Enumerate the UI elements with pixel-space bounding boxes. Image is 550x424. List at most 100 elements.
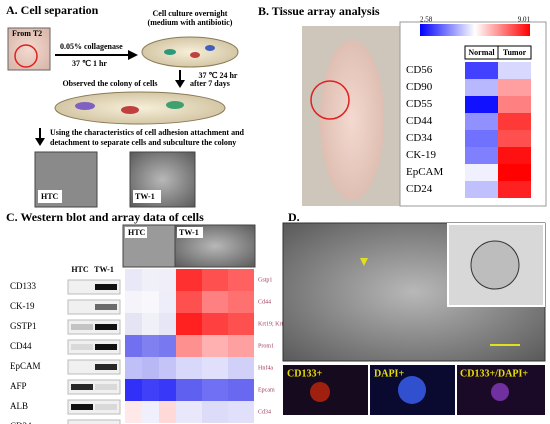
array-cell xyxy=(142,379,159,401)
array-cell xyxy=(202,401,228,423)
cell xyxy=(205,45,215,51)
array-cell xyxy=(176,401,202,423)
blot-band xyxy=(95,384,117,390)
array-cell xyxy=(202,313,228,335)
array-cell xyxy=(159,269,176,291)
column-header-box xyxy=(497,45,532,60)
source-label: From T2 xyxy=(12,29,42,38)
array-label: Cd34 xyxy=(258,409,271,415)
array-cell xyxy=(159,335,176,357)
blot-strip xyxy=(67,279,121,295)
step3-line2: detachment to separate cells and subcult… xyxy=(50,138,236,147)
heatmap-cell xyxy=(498,62,531,79)
photo-label: HTC xyxy=(41,192,59,201)
column-header: Normal xyxy=(468,48,495,57)
colony xyxy=(121,106,139,114)
array-cell xyxy=(159,291,176,313)
heatmap-cell xyxy=(465,181,498,198)
array-cell xyxy=(228,291,254,313)
stain-label: CD133+/DAPI+ xyxy=(460,368,528,379)
color-bar xyxy=(420,24,530,36)
array-cell xyxy=(228,269,254,291)
blot-band xyxy=(71,384,93,390)
array-cell xyxy=(142,291,159,313)
label-box xyxy=(125,227,147,238)
step1-bottom: 37 ℃ 1 hr xyxy=(72,59,107,68)
row-label: CD55 xyxy=(406,98,433,110)
array-cell xyxy=(202,269,228,291)
blot-band xyxy=(95,404,117,410)
arrow-head xyxy=(35,138,45,146)
array-cell xyxy=(159,379,176,401)
stain-label: DAPI+ xyxy=(374,368,404,379)
blot-label: CD44 xyxy=(10,341,32,351)
array-cell xyxy=(142,401,159,423)
array-cell xyxy=(125,379,142,401)
heatmap-cell xyxy=(498,79,531,96)
stain xyxy=(398,376,426,404)
row-label: CD24 xyxy=(406,183,433,195)
array-cell xyxy=(176,379,202,401)
blot-strip xyxy=(67,299,121,315)
mouse-photo xyxy=(7,27,51,71)
blot-band xyxy=(71,344,93,350)
tumor-circle xyxy=(14,44,38,68)
column-header: Tumor xyxy=(503,48,527,57)
scale-min: 2.58 xyxy=(420,16,433,24)
array-label: Krt19; Krt19 xyxy=(258,321,289,327)
blot-label: ALB xyxy=(10,401,28,411)
petri-dish xyxy=(141,36,239,68)
array-cell xyxy=(228,379,254,401)
stain-label: CD133+ xyxy=(287,368,322,379)
blot-band xyxy=(95,284,117,290)
dish1-top: Cell culture overnight xyxy=(153,9,228,18)
blot-label: EpCAM xyxy=(10,361,41,371)
blot-strip xyxy=(67,379,121,395)
array-cell xyxy=(176,269,202,291)
photo-label: TW-1 xyxy=(135,192,155,201)
scale-max: 9.01 xyxy=(518,16,531,24)
array-cell xyxy=(202,379,228,401)
array-cell xyxy=(228,313,254,335)
heatmap-cell xyxy=(465,147,498,164)
array-cell xyxy=(176,291,202,313)
heatmap-cell xyxy=(465,62,498,79)
heatmap-cell xyxy=(498,164,531,181)
array-header: TW-1 xyxy=(179,228,199,237)
row-label: CD34 xyxy=(406,132,433,144)
arrow-head xyxy=(128,50,138,60)
blot-label: CK-19 xyxy=(10,301,35,311)
blot-label: AFP xyxy=(10,381,27,391)
cell xyxy=(164,49,176,55)
array-cell xyxy=(125,313,142,335)
heatmap-cell xyxy=(465,113,498,130)
array-cell xyxy=(228,335,254,357)
array-label: Epcam xyxy=(258,387,275,393)
blot-band xyxy=(95,364,117,370)
array-cell xyxy=(125,335,142,357)
row-label: EpCAM xyxy=(406,166,444,178)
panel-d-title: D. xyxy=(288,210,300,224)
row-label: CD90 xyxy=(406,81,433,93)
blot-strip xyxy=(67,319,121,335)
array-header: HTC xyxy=(128,228,146,237)
panel-c-title: C. Western blot and array data of cells xyxy=(6,210,204,224)
label-box xyxy=(133,190,161,203)
array-cell xyxy=(125,269,142,291)
tumor-circle xyxy=(310,80,350,120)
heatmap-cell xyxy=(465,130,498,147)
heatmap-cell xyxy=(465,79,498,96)
blot-band xyxy=(95,304,117,310)
blot-strip xyxy=(67,419,121,424)
dish1-bottom: 37 ℃ 24 hr xyxy=(199,71,238,80)
array-cell xyxy=(159,357,176,379)
heatmap-cell xyxy=(498,130,531,147)
blot-band xyxy=(71,404,93,410)
heatmap-cell xyxy=(498,147,531,164)
blot-strip xyxy=(67,359,121,375)
array-cell xyxy=(176,313,202,335)
mouse-body xyxy=(320,40,384,200)
array-label: Cd44 xyxy=(258,299,271,305)
array-cell xyxy=(228,357,254,379)
